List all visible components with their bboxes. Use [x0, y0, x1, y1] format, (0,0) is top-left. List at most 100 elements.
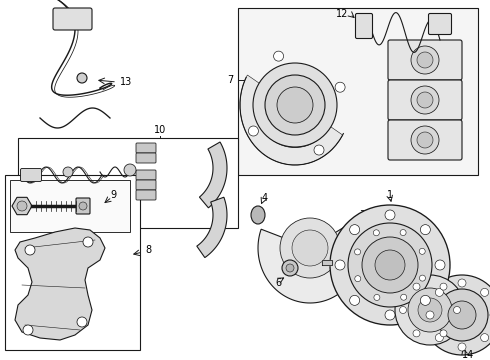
Circle shape — [23, 325, 33, 335]
Text: 13: 13 — [120, 77, 132, 87]
Circle shape — [411, 86, 439, 114]
FancyBboxPatch shape — [388, 120, 462, 160]
Circle shape — [426, 311, 434, 319]
Circle shape — [448, 301, 476, 329]
Circle shape — [417, 132, 433, 148]
Circle shape — [411, 126, 439, 154]
Circle shape — [63, 167, 73, 177]
Circle shape — [411, 46, 439, 74]
Circle shape — [458, 343, 466, 351]
Text: 2: 2 — [440, 275, 446, 285]
Text: 14: 14 — [462, 350, 474, 360]
Circle shape — [355, 249, 361, 255]
FancyBboxPatch shape — [136, 143, 156, 153]
FancyBboxPatch shape — [136, 190, 156, 200]
Circle shape — [436, 334, 443, 342]
Circle shape — [253, 63, 337, 147]
Circle shape — [385, 310, 395, 320]
Text: 11: 11 — [59, 195, 71, 205]
Circle shape — [66, 16, 78, 28]
FancyBboxPatch shape — [21, 168, 42, 181]
Circle shape — [417, 92, 433, 108]
Circle shape — [286, 264, 294, 272]
Circle shape — [280, 218, 340, 278]
Circle shape — [350, 225, 360, 235]
FancyBboxPatch shape — [76, 198, 90, 214]
Polygon shape — [15, 228, 105, 340]
Circle shape — [413, 330, 420, 337]
Circle shape — [83, 237, 93, 247]
Bar — [5, 175, 140, 350]
Polygon shape — [258, 220, 362, 303]
Circle shape — [374, 294, 380, 301]
Circle shape — [265, 75, 325, 135]
Circle shape — [77, 73, 87, 83]
Circle shape — [436, 289, 488, 341]
Circle shape — [481, 288, 489, 296]
Ellipse shape — [251, 206, 265, 224]
Text: 10: 10 — [154, 125, 166, 135]
Circle shape — [454, 306, 461, 314]
Text: 9: 9 — [110, 190, 116, 200]
Polygon shape — [197, 197, 227, 258]
Circle shape — [335, 260, 345, 270]
Circle shape — [375, 250, 405, 280]
Circle shape — [435, 260, 445, 270]
Bar — [18, 138, 238, 228]
Text: 8: 8 — [145, 245, 151, 255]
Circle shape — [282, 260, 298, 276]
Circle shape — [77, 317, 87, 327]
Circle shape — [418, 298, 442, 322]
Circle shape — [458, 279, 466, 287]
Bar — [10, 180, 130, 232]
Circle shape — [419, 248, 425, 254]
Circle shape — [419, 275, 425, 281]
Polygon shape — [199, 142, 227, 208]
Text: 3: 3 — [359, 210, 365, 220]
Circle shape — [420, 295, 430, 305]
Circle shape — [401, 294, 407, 300]
Text: 7: 7 — [227, 75, 233, 85]
Circle shape — [350, 295, 360, 305]
Circle shape — [440, 330, 447, 337]
Circle shape — [17, 201, 27, 211]
FancyBboxPatch shape — [53, 8, 92, 30]
Text: 1: 1 — [387, 190, 393, 200]
Circle shape — [273, 51, 284, 61]
Circle shape — [292, 230, 328, 266]
Circle shape — [413, 283, 420, 290]
FancyBboxPatch shape — [356, 13, 372, 39]
Circle shape — [248, 126, 258, 136]
Circle shape — [440, 283, 447, 290]
Circle shape — [399, 306, 407, 314]
Text: 4: 4 — [262, 193, 268, 203]
Polygon shape — [240, 75, 343, 165]
Text: 6: 6 — [275, 278, 281, 288]
Circle shape — [436, 288, 443, 296]
Circle shape — [417, 52, 433, 68]
Circle shape — [420, 225, 430, 235]
Circle shape — [124, 164, 136, 176]
FancyBboxPatch shape — [136, 180, 156, 190]
Circle shape — [408, 288, 452, 332]
Circle shape — [330, 205, 450, 325]
Text: 12: 12 — [336, 9, 348, 19]
Circle shape — [79, 202, 87, 210]
Circle shape — [385, 210, 395, 220]
FancyBboxPatch shape — [388, 40, 462, 80]
Circle shape — [362, 237, 418, 293]
Circle shape — [314, 145, 324, 155]
Text: 5: 5 — [322, 245, 328, 255]
Polygon shape — [12, 197, 32, 215]
FancyBboxPatch shape — [428, 13, 451, 35]
FancyBboxPatch shape — [388, 80, 462, 120]
Circle shape — [373, 230, 379, 236]
Circle shape — [25, 245, 35, 255]
Circle shape — [422, 275, 490, 355]
FancyBboxPatch shape — [136, 170, 156, 180]
Circle shape — [277, 87, 313, 123]
FancyBboxPatch shape — [136, 153, 156, 163]
Circle shape — [335, 82, 345, 92]
Circle shape — [355, 276, 361, 282]
Circle shape — [481, 334, 489, 342]
